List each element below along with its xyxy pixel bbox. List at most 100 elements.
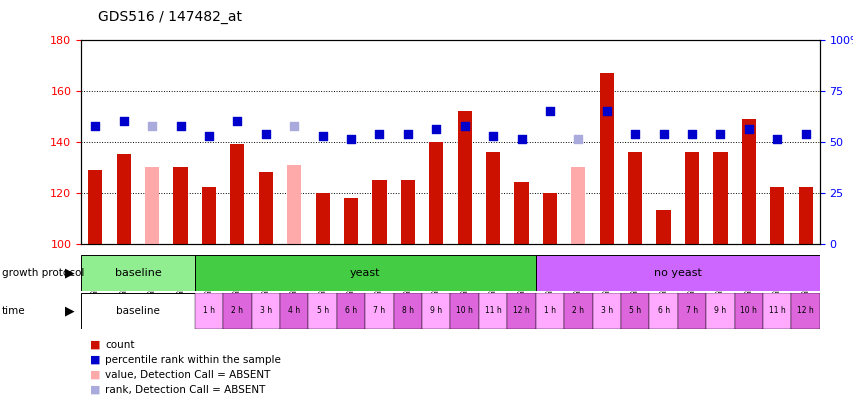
Bar xyxy=(648,293,677,329)
Bar xyxy=(258,172,273,244)
Bar xyxy=(507,293,535,329)
Text: ▶: ▶ xyxy=(65,267,74,280)
Bar xyxy=(543,192,556,244)
Point xyxy=(202,133,216,140)
Text: 7 h: 7 h xyxy=(685,307,697,315)
Text: 10 h: 10 h xyxy=(456,307,473,315)
Text: growth protocol: growth protocol xyxy=(2,268,84,278)
Point xyxy=(401,131,415,137)
Text: no yeast: no yeast xyxy=(653,268,701,278)
Point xyxy=(344,136,357,142)
Text: 6 h: 6 h xyxy=(657,307,669,315)
Text: 12 h: 12 h xyxy=(797,307,813,315)
Bar xyxy=(457,111,471,244)
Text: value, Detection Call = ABSENT: value, Detection Call = ABSENT xyxy=(105,369,270,380)
Text: 7 h: 7 h xyxy=(373,307,385,315)
Point xyxy=(258,131,272,137)
Bar xyxy=(599,73,613,244)
Text: 4 h: 4 h xyxy=(287,307,300,315)
Text: 9 h: 9 h xyxy=(430,307,442,315)
Text: ■: ■ xyxy=(90,369,100,380)
Point xyxy=(599,108,612,114)
Bar xyxy=(230,144,244,244)
Bar xyxy=(223,293,252,329)
Bar xyxy=(201,187,216,244)
Bar xyxy=(535,293,564,329)
Text: 1 h: 1 h xyxy=(203,307,215,315)
Point xyxy=(769,136,783,142)
Bar xyxy=(485,152,500,244)
Bar xyxy=(769,187,783,244)
Bar xyxy=(479,293,507,329)
Bar xyxy=(535,255,819,291)
Point xyxy=(230,118,244,124)
Bar xyxy=(564,293,592,329)
Bar xyxy=(145,167,159,244)
Text: 10 h: 10 h xyxy=(740,307,757,315)
Point xyxy=(457,123,471,129)
Text: 6 h: 6 h xyxy=(345,307,357,315)
Bar xyxy=(791,293,819,329)
Bar xyxy=(315,192,329,244)
Text: ▶: ▶ xyxy=(65,305,74,317)
Text: 1 h: 1 h xyxy=(543,307,555,315)
Text: 11 h: 11 h xyxy=(768,307,785,315)
Bar xyxy=(117,154,131,244)
Bar xyxy=(627,152,641,244)
Point xyxy=(514,136,528,142)
Point xyxy=(117,118,131,124)
Text: 11 h: 11 h xyxy=(485,307,501,315)
Point xyxy=(145,123,159,129)
Bar xyxy=(421,293,450,329)
Bar xyxy=(336,293,365,329)
Point xyxy=(89,123,102,129)
Point xyxy=(741,126,755,132)
Bar xyxy=(81,255,194,291)
Text: 2 h: 2 h xyxy=(231,307,243,315)
Point xyxy=(316,133,329,140)
Bar xyxy=(762,293,791,329)
Point xyxy=(798,131,811,137)
Point xyxy=(684,131,698,137)
Point xyxy=(543,108,556,114)
Bar xyxy=(677,293,705,329)
Text: 5 h: 5 h xyxy=(629,307,641,315)
Text: 3 h: 3 h xyxy=(259,307,271,315)
Point xyxy=(656,131,670,137)
Bar xyxy=(194,293,223,329)
Bar xyxy=(393,293,421,329)
Bar xyxy=(365,293,393,329)
Bar xyxy=(656,210,670,244)
Text: count: count xyxy=(105,339,135,350)
Text: 3 h: 3 h xyxy=(600,307,612,315)
Bar xyxy=(798,187,812,244)
Bar xyxy=(429,141,443,244)
Bar xyxy=(344,198,357,244)
Bar xyxy=(252,293,280,329)
Bar xyxy=(372,180,386,244)
Text: 12 h: 12 h xyxy=(513,307,529,315)
Bar xyxy=(592,293,620,329)
Bar xyxy=(81,293,194,329)
Text: ■: ■ xyxy=(90,339,100,350)
Text: 2 h: 2 h xyxy=(572,307,583,315)
Bar xyxy=(705,293,734,329)
Bar xyxy=(741,119,755,244)
Point xyxy=(287,123,301,129)
Text: 5 h: 5 h xyxy=(316,307,328,315)
Point xyxy=(628,131,641,137)
Point xyxy=(485,133,499,140)
Bar xyxy=(571,167,585,244)
Bar xyxy=(734,293,762,329)
Bar xyxy=(400,180,415,244)
Text: time: time xyxy=(2,306,26,316)
Bar xyxy=(173,167,188,244)
Bar xyxy=(287,164,301,244)
Text: baseline: baseline xyxy=(114,268,161,278)
Text: yeast: yeast xyxy=(350,268,380,278)
Bar xyxy=(712,152,727,244)
Text: GDS516 / 147482_at: GDS516 / 147482_at xyxy=(98,10,242,24)
Text: baseline: baseline xyxy=(116,306,160,316)
Text: ■: ■ xyxy=(90,385,100,395)
Bar xyxy=(684,152,699,244)
